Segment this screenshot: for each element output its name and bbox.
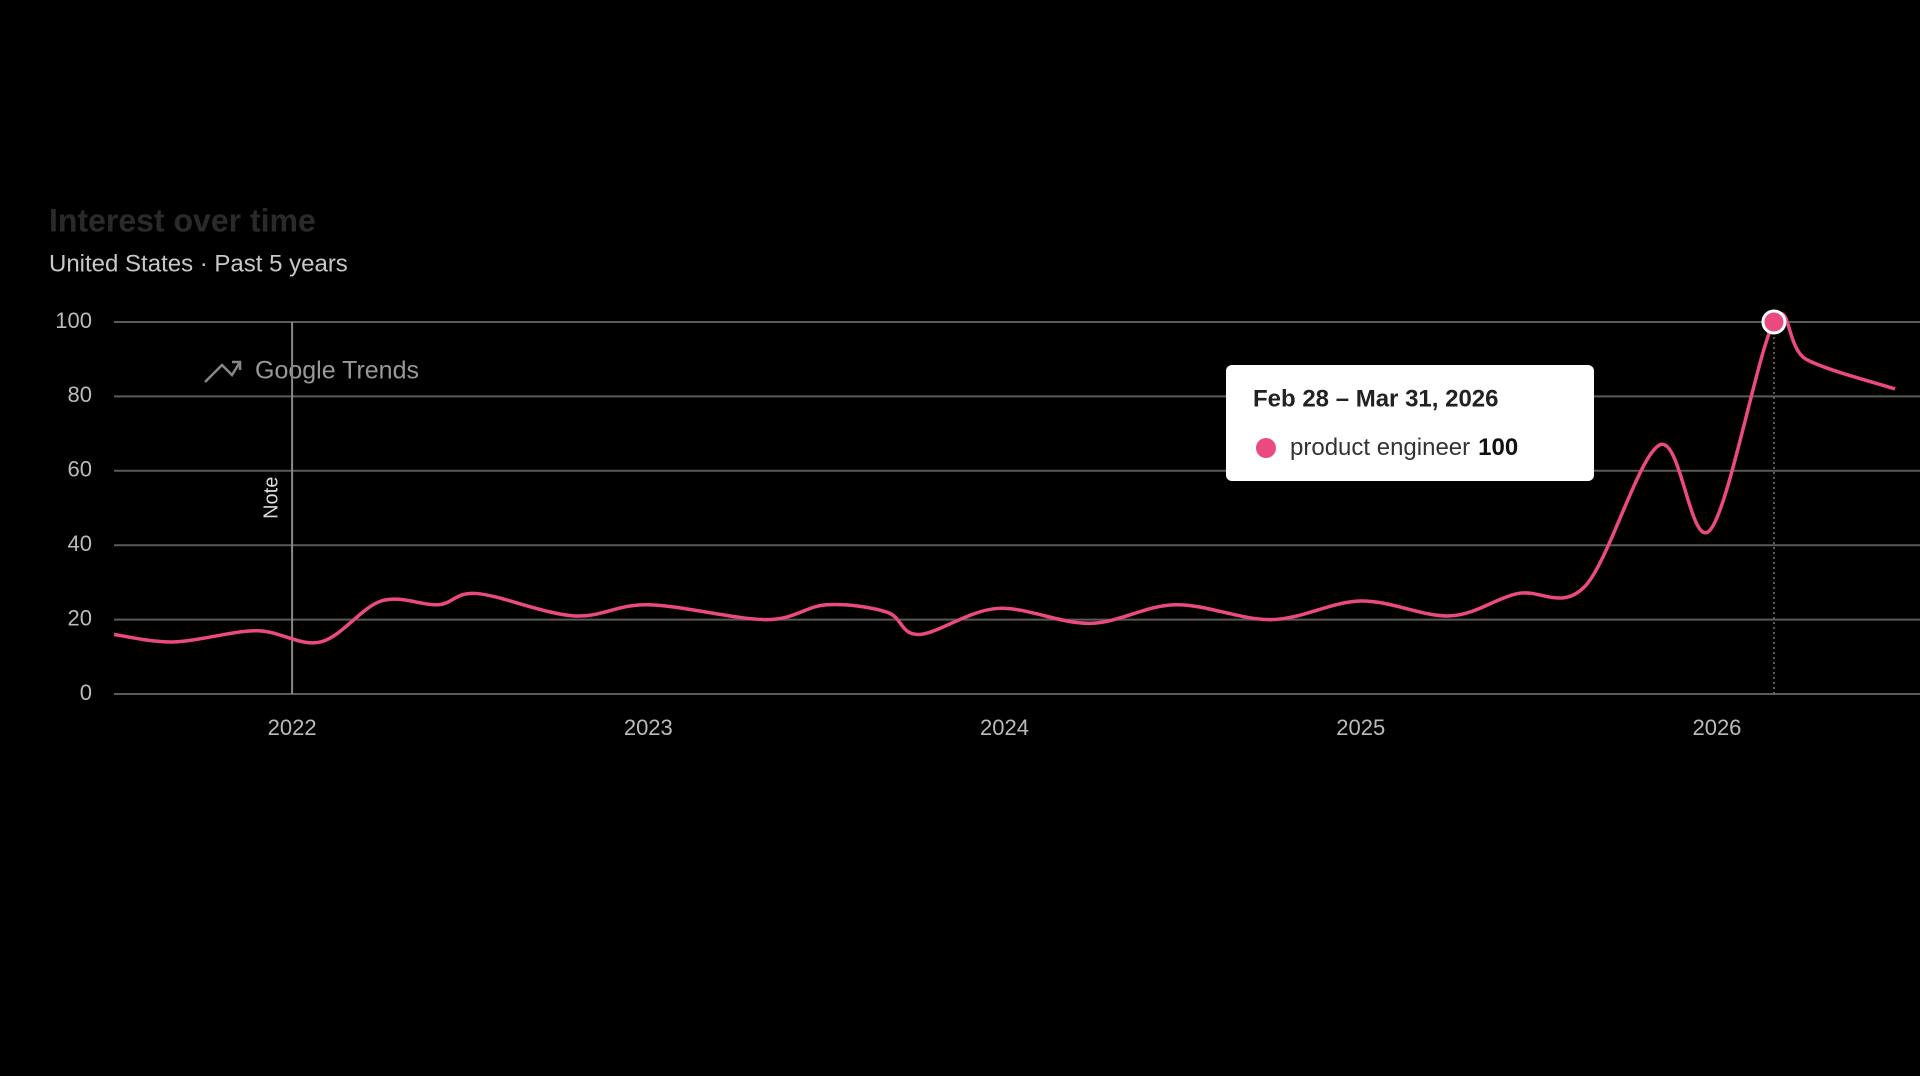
tooltip-swatch (1256, 438, 1276, 458)
hover-point (1761, 309, 1787, 335)
tooltip: Feb 28 – Mar 31, 2026 product engineer 100 (1226, 365, 1594, 481)
y-tick-label: 40 (68, 531, 92, 556)
y-tick-label: 20 (68, 605, 92, 630)
x-tick-label: 2024 (980, 715, 1029, 740)
y-tick-label: 100 (55, 308, 92, 333)
trends-icon-arrow (232, 360, 242, 370)
tooltip-box (1226, 365, 1594, 481)
x-tick-label: 2023 (624, 715, 673, 740)
watermark-text: Google Trends (255, 357, 419, 385)
trend-line (113, 312, 1896, 645)
chart-subtitle: United States · Past 5 years (49, 250, 348, 277)
note-label: Note (260, 477, 282, 519)
tooltip-value: 100 (1478, 434, 1518, 461)
trends-icon (204, 361, 242, 383)
y-tick-label: 0 (80, 680, 92, 705)
x-tick-label: 2025 (1336, 715, 1385, 740)
watermark: Google Trends (204, 357, 419, 385)
x-tick-label: 2026 (1692, 715, 1741, 740)
y-tick-label: 80 (68, 382, 92, 407)
tooltip-date: Feb 28 – Mar 31, 2026 (1253, 385, 1498, 412)
x-tick-label: 2022 (268, 715, 317, 740)
chart-title: Interest over time (49, 202, 316, 238)
tooltip-row: product engineer 100 (1290, 434, 1518, 461)
tooltip-series-name: product engineer (1290, 434, 1470, 461)
y-tick-label: 60 (68, 457, 92, 482)
